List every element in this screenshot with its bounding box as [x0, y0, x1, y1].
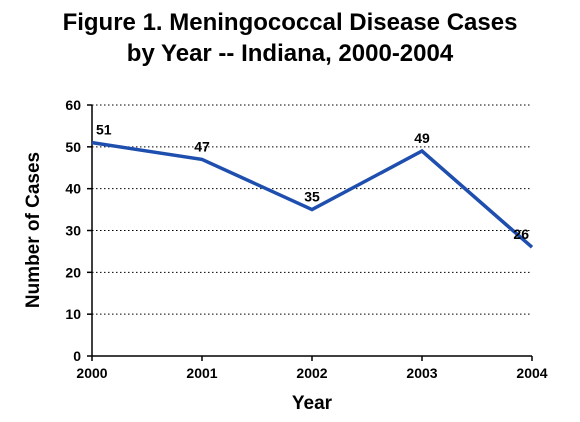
x-tick-label-2000: 2000	[76, 365, 107, 381]
data-label-2002: 35	[304, 189, 320, 205]
y-tick-label-40: 40	[65, 181, 81, 197]
x-axis-label: Year	[292, 393, 333, 414]
y-tick-label-30: 30	[65, 223, 81, 239]
y-tick-label-20: 20	[65, 264, 81, 280]
data-label-2003: 49	[414, 130, 430, 146]
y-tick-label-10: 10	[65, 306, 81, 322]
x-tick-label-2004: 2004	[516, 365, 547, 381]
y-axis-label: Number of Cases	[23, 152, 44, 308]
y-tick-label-50: 50	[65, 139, 81, 155]
y-tick-label-60: 60	[65, 97, 81, 113]
plot-area: 0 10 20 30 40 50 60 2000 2001 2002 2003 2004 51 47 35 4…	[65, 97, 547, 381]
x-tick-label-2001: 2001	[186, 365, 217, 381]
x-tick-label-2003: 2003	[406, 365, 437, 381]
series-line-0	[91, 140, 534, 249]
x-tick-label-2002: 2002	[296, 365, 327, 381]
y-tick-label-0: 0	[73, 348, 81, 364]
data-label-2004: 26	[513, 226, 529, 242]
data-label-2000: 51	[96, 122, 112, 138]
chart-title-line-1: Figure 1. Meningococcal Disease Cases	[63, 9, 518, 36]
data-label-2001: 47	[194, 138, 210, 154]
chart-title-line-2: by Year -- Indiana, 2000-2004	[127, 40, 454, 67]
